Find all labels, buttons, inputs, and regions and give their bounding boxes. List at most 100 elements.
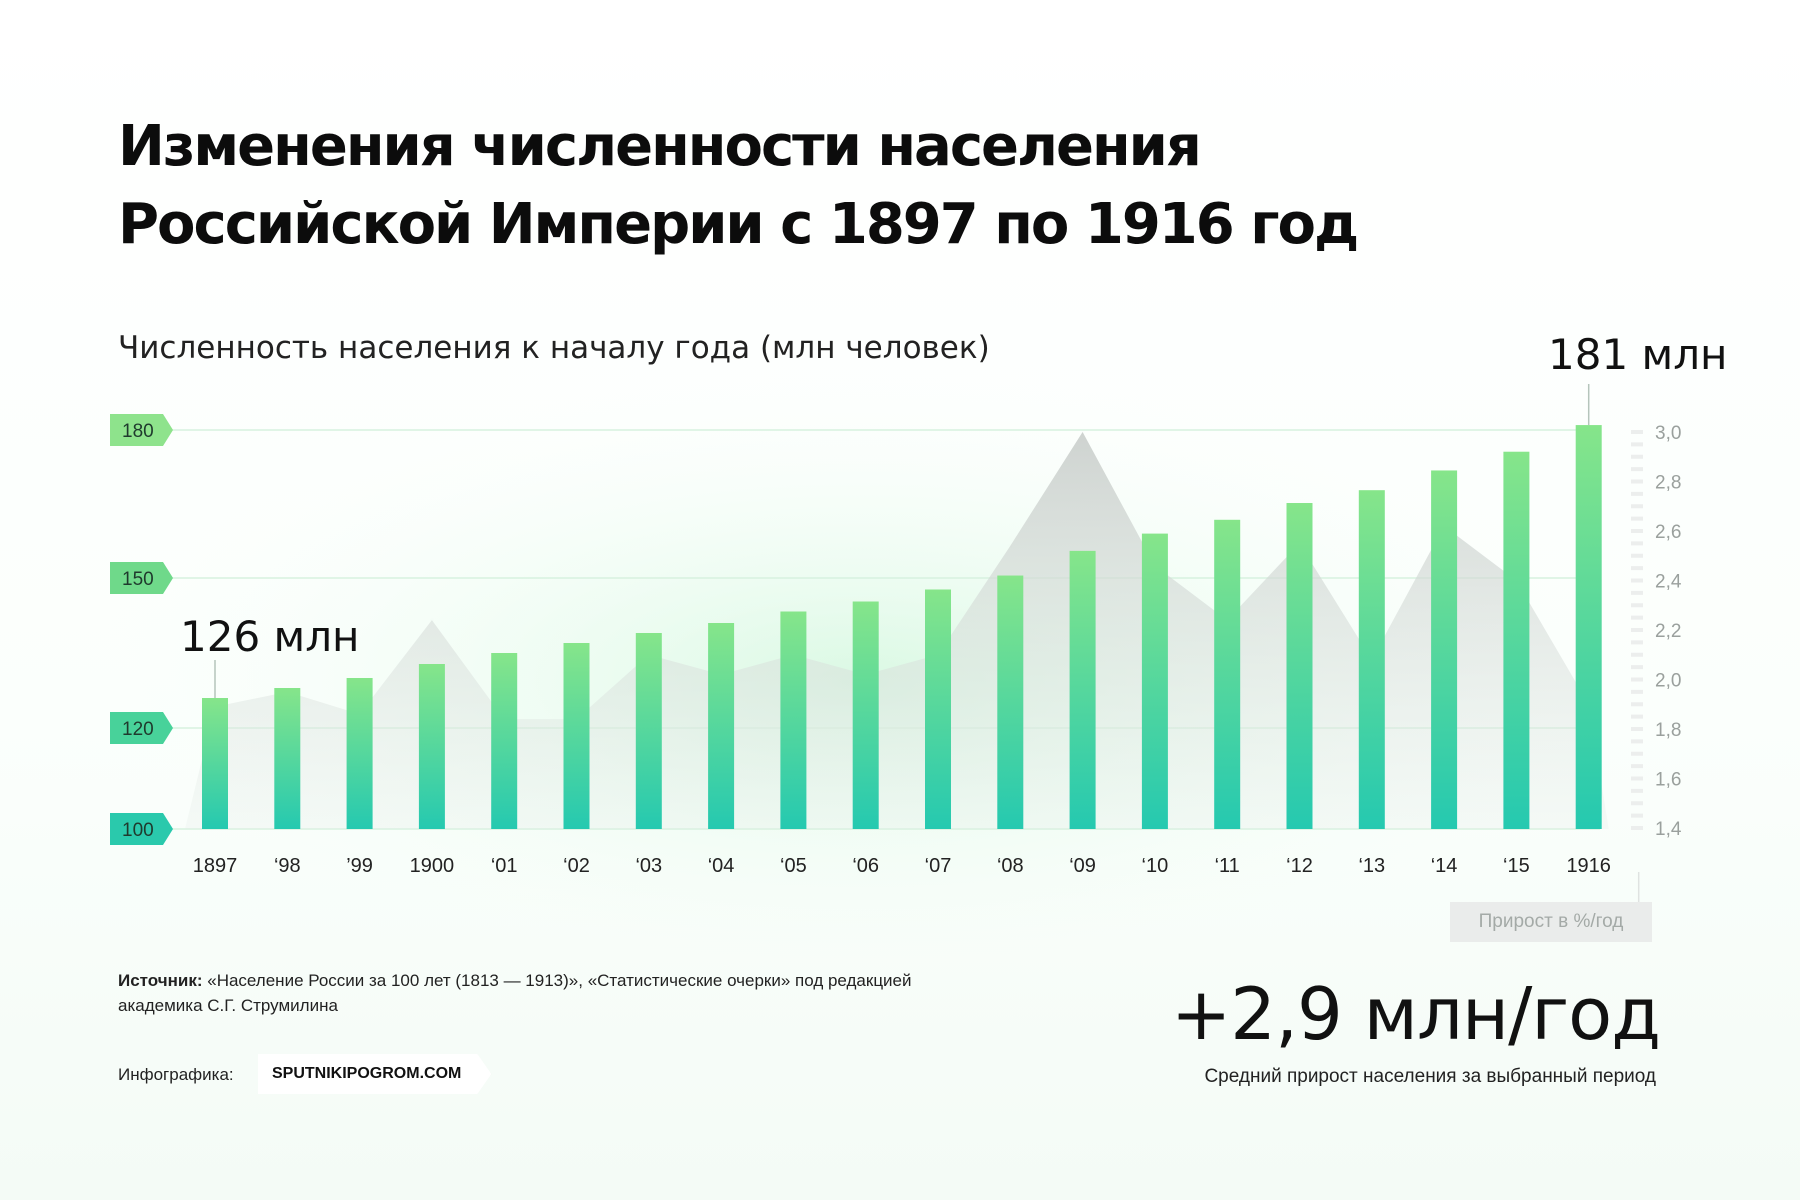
bar-5 [563, 643, 590, 829]
x-tick-label-18: ‘15 [1503, 855, 1530, 877]
x-tick-label-12: ‘09 [1069, 855, 1096, 877]
right-tick-mark-26 [1631, 504, 1643, 509]
bar-0 [202, 698, 228, 829]
x-tick-label-4: ‘01 [491, 855, 518, 877]
x-tick-label-16: ‘13 [1358, 855, 1385, 877]
x-tick-label-0: 1897 [193, 855, 238, 877]
callout-end: 181 млн [1548, 330, 1728, 379]
brand-link[interactable]: SPUTNIKIPOGROM.COM [258, 1054, 492, 1094]
chart-subtitle: Численность населения к началу года (млн… [118, 330, 990, 366]
bar-11 [997, 575, 1024, 829]
right-tick-mark-30 [1631, 454, 1643, 459]
growth-point-3 [430, 618, 434, 622]
y-tag-100 [110, 813, 173, 845]
x-tick-label-8: ‘05 [780, 855, 807, 877]
bar-3 [418, 664, 445, 829]
page-title: Изменения численности населения Российск… [118, 108, 1518, 264]
right-tick-mark-6 [1631, 751, 1643, 756]
y-axis-tags: 180 150 120 100 [110, 414, 173, 845]
right-axis: 3,0 2,8 2,6 2,4 2,2 2,0 1,8 1,6 1,4 [1631, 423, 1682, 840]
right-tick-mark-25 [1631, 516, 1643, 521]
right-tick-label-3,0: 3,0 [1655, 423, 1681, 444]
right-tick-label-1,6: 1,6 [1655, 770, 1681, 791]
bar-17 [1431, 470, 1458, 829]
x-tick-label-13: ‘10 [1142, 855, 1169, 877]
right-tick-mark-0 [1631, 826, 1643, 830]
y-tag-180 [110, 414, 173, 446]
x-tick-label-1: ‘98 [274, 855, 301, 877]
right-tick-label-2,2: 2,2 [1655, 621, 1681, 642]
right-tick-mark-13 [1631, 665, 1643, 670]
right-tick-label-2,0: 2,0 [1655, 671, 1681, 692]
right-tick-mark-16 [1631, 628, 1643, 632]
x-axis-labels: 1897 ‘98 ’99 1900 ‘01 ‘02 ‘03 ‘04 ‘05 ‘06 ‘07 ‘08 ‘0… [193, 855, 1611, 877]
bar-19 [1575, 425, 1602, 829]
right-tick-mark-22 [1631, 553, 1643, 558]
y-tick-label-120: 120 [122, 719, 154, 740]
x-tick-label-11: ‘08 [997, 855, 1024, 877]
bar-4 [491, 653, 518, 829]
right-tick-label-2,4: 2,4 [1655, 572, 1682, 593]
bar-12 [1069, 550, 1096, 829]
right-tick-mark-32 [1631, 430, 1643, 434]
x-tick-label-7: ‘04 [708, 855, 735, 877]
bar-10 [925, 589, 951, 829]
x-tick-label-9: ‘06 [852, 855, 879, 877]
right-tick-mark-29 [1631, 467, 1643, 472]
y-tag-120 [110, 712, 173, 744]
x-tick-label-15: ‘12 [1286, 855, 1313, 877]
x-tick-label-19: 1916 [1566, 855, 1611, 877]
right-tick-mark-28 [1631, 479, 1643, 484]
right-tick-mark-3 [1631, 788, 1643, 793]
bar-8 [780, 611, 807, 829]
right-tick-mark-15 [1631, 640, 1643, 645]
right-tick-mark-21 [1631, 566, 1643, 571]
bar-13 [1141, 533, 1168, 829]
x-tick-label-5: ‘02 [563, 855, 590, 877]
bar-7 [708, 623, 735, 829]
right-tick-label-1,4: 1,4 [1655, 819, 1682, 840]
right-tick-mark-9 [1631, 714, 1643, 719]
right-tick-mark-27 [1631, 491, 1643, 496]
right-tick-mark-14 [1631, 652, 1643, 657]
source-note: Источник: «Население России за 100 лет (… [118, 968, 918, 1018]
bar-6 [635, 633, 662, 829]
y-tag-150 [110, 562, 173, 594]
y-tick-label-100: 100 [122, 820, 154, 841]
right-tick-label-2,8: 2,8 [1655, 473, 1681, 494]
right-tick-mark-19 [1631, 590, 1643, 595]
credit-label: Инфографика: [118, 1065, 234, 1084]
x-tick-label-3: 1900 [410, 855, 455, 877]
y-tick-label-180: 180 [122, 421, 154, 442]
callout-start: 126 млн [180, 612, 360, 661]
right-tick-mark-31 [1631, 442, 1643, 447]
growth-point-12 [1081, 430, 1085, 434]
bar-15 [1286, 503, 1313, 829]
right-tick-mark-18 [1631, 603, 1643, 608]
bar-1 [274, 688, 301, 829]
right-tick-mark-2 [1631, 801, 1643, 806]
bar-14 [1214, 519, 1241, 829]
right-tick-mark-7 [1631, 739, 1643, 744]
bar-9 [852, 601, 879, 829]
source-text: «Население России за 100 лет (1813 — 191… [118, 971, 912, 1015]
right-tick-mark-8 [1631, 727, 1643, 731]
title-line-1: Изменения численности населения [118, 114, 1202, 179]
x-tick-label-6: ‘03 [635, 855, 662, 877]
summary-value: +2,9 млн/год [1170, 972, 1661, 1056]
growth-point-11 [1008, 544, 1012, 548]
right-tick-mark-24 [1631, 529, 1643, 533]
right-tick-mark-10 [1631, 702, 1643, 707]
bar-16 [1358, 490, 1385, 829]
callout-leaders [214, 384, 1640, 902]
title-line-2: Российской Империи с 1897 по 1916 год [118, 192, 1359, 257]
right-tick-mark-1 [1631, 813, 1643, 818]
source-label: Источник: [118, 971, 203, 990]
growth-rate-area [185, 430, 1609, 829]
growth-axis-label: Прирост в %/год [1450, 902, 1652, 942]
right-tick-mark-20 [1631, 578, 1643, 583]
right-tick-mark-11 [1631, 689, 1643, 694]
x-tick-label-2: ’99 [346, 855, 373, 877]
